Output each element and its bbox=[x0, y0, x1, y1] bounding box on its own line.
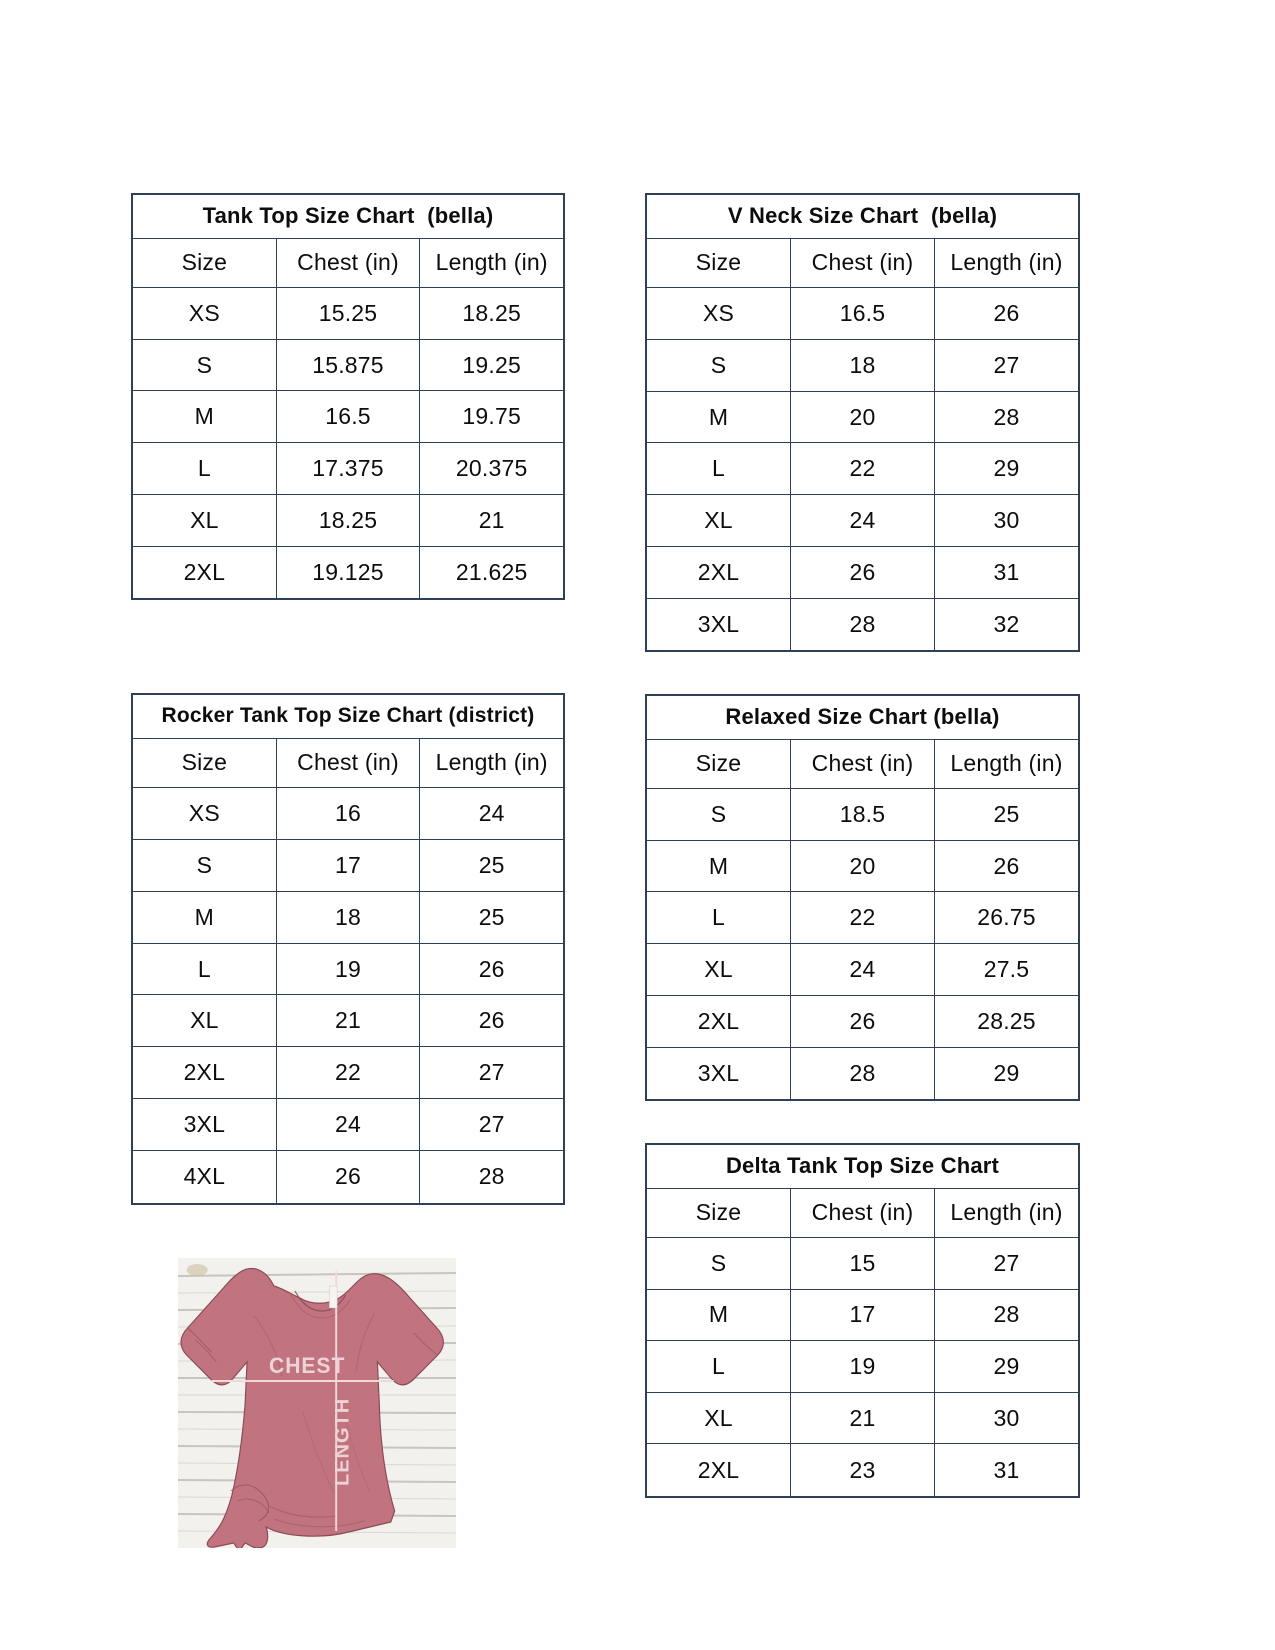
svg-text:CHEST: CHEST bbox=[269, 1354, 345, 1379]
svg-text:LENGTH: LENGTH bbox=[332, 1398, 354, 1486]
